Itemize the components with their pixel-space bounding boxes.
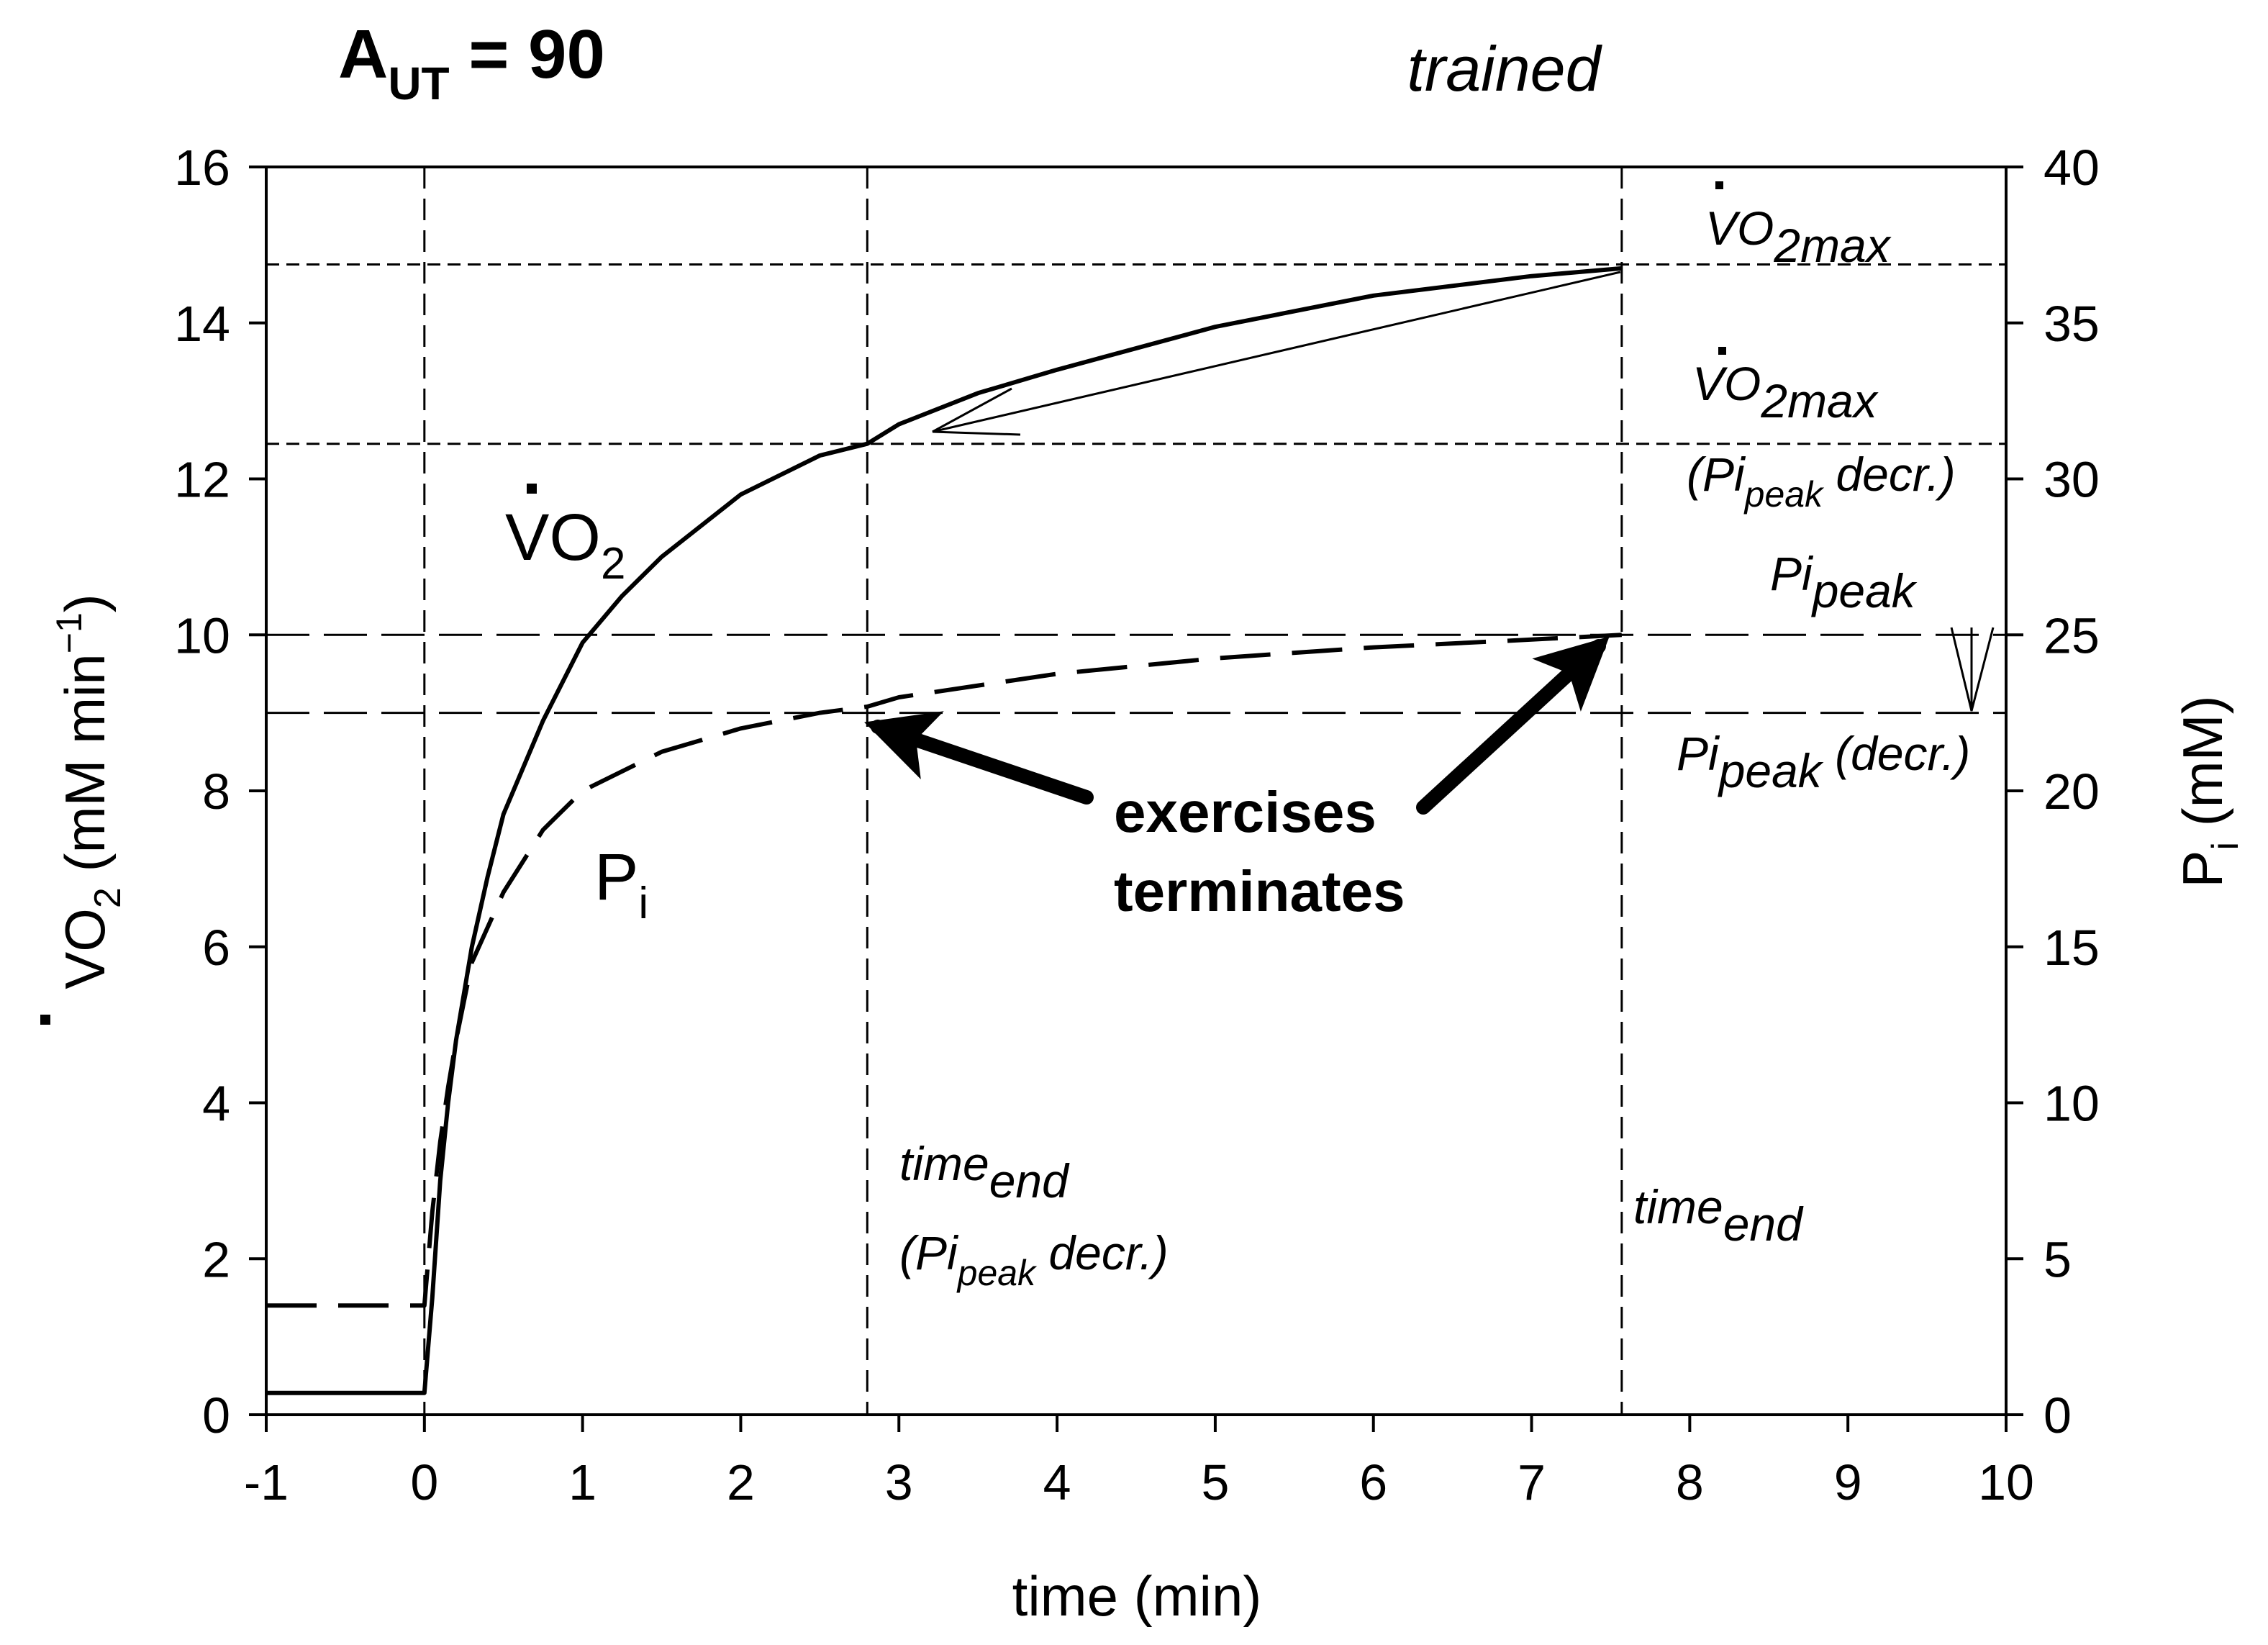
annotation-pi-peak-decr: Pipeak (decr.) <box>1677 727 1970 797</box>
y-axis-left-title-dot <box>40 1015 50 1025</box>
chart-subtitle: trained <box>1407 33 1602 104</box>
x-tick-label: 4 <box>1043 1454 1071 1510</box>
y-right-tick-label: 10 <box>2044 1076 2100 1132</box>
annotation-exercise-line2: terminates <box>1114 859 1405 923</box>
chart-title: AUT = 90 <box>338 16 605 109</box>
y-right-tick-label: 35 <box>2044 296 2100 352</box>
x-tick-label: 5 <box>1201 1454 1229 1510</box>
ticks-layer: -1 0 1 2 3 4 5 6 7 8 9 1002468101214160510152025303… <box>174 140 2100 1510</box>
y-left-tick-label: 8 <box>202 763 230 820</box>
y-left-tick-label: 2 <box>202 1231 230 1287</box>
annotation-vo2max-decr: VO2max <box>1692 357 1879 427</box>
x-axis-title: time (min) <box>1012 1564 1262 1628</box>
annotation-vo2max-decr-dot <box>1718 347 1726 355</box>
title-suffix: = 90 <box>450 16 605 93</box>
x-tick-label: 9 <box>1834 1454 1862 1510</box>
y-right-tick-label: 15 <box>2044 920 2100 976</box>
y-right-tick-label: 20 <box>2044 763 2100 820</box>
x-tick-label: 1 <box>568 1454 597 1510</box>
y-left-tick-label: 12 <box>174 452 230 508</box>
annotation-vo2max-dot <box>1715 181 1723 189</box>
y-right-tick-label: 40 <box>2044 140 2100 196</box>
annotation-time-end-decr-line2: (Pipeak decr.) <box>899 1226 1169 1293</box>
vo2-curve-label: VO2 <box>505 501 625 589</box>
y-right-tick-label: 30 <box>2044 452 2100 508</box>
vo2-curve-label-dot <box>527 484 537 494</box>
series-line-vo2 <box>266 266 1623 1395</box>
pi-curve-label: Pi <box>594 840 648 928</box>
vo2-decrease-arrow-head <box>932 387 1012 433</box>
series-layer <box>266 266 1623 1395</box>
title-subscript: UT <box>388 58 449 109</box>
y-left-tick-label: 14 <box>174 296 230 352</box>
y-axis-right-title: Pi (mM) <box>2171 695 2246 887</box>
title-main: A <box>338 16 388 93</box>
exercise-arrow-right <box>1416 636 1610 815</box>
annotation-time-end-decr: timeend <box>899 1137 1070 1207</box>
y-right-tick-label: 25 <box>2044 607 2100 663</box>
annotation-time-end: timeend <box>1633 1180 1804 1251</box>
y-left-tick-label: 10 <box>174 607 230 663</box>
y-left-tick-label: 0 <box>202 1387 230 1444</box>
annotation-pi-peak: Pipeak <box>1770 547 1918 617</box>
annotation-exercise-line1: exercises <box>1114 780 1376 844</box>
x-tick-label: 6 <box>1359 1454 1387 1510</box>
x-tick-label: 8 <box>1676 1454 1704 1510</box>
reference-lines-layer <box>266 167 2006 1415</box>
annotation-vo2max-decr-line2: (Pipeak decr.) <box>1687 448 1956 515</box>
y-left-tick-label: 4 <box>202 1076 230 1132</box>
y-axis-left-title: VO2 (mM min−1) <box>49 594 129 989</box>
y-left-tick-label: 16 <box>174 140 230 196</box>
x-tick-label: 7 <box>1518 1454 1546 1510</box>
series-line-pi <box>266 633 1622 1308</box>
annotation-vo2max: VO2max <box>1705 201 1892 272</box>
x-tick-label: 0 <box>410 1454 438 1510</box>
vo2-decrease-arrow <box>932 271 1621 436</box>
x-tick-label: 2 <box>727 1454 755 1510</box>
x-tick-label: 10 <box>1978 1454 2034 1510</box>
x-tick-label: 3 <box>885 1454 913 1510</box>
x-tick-label: -1 <box>244 1454 289 1510</box>
y-right-tick-label: 5 <box>2044 1231 2072 1287</box>
exercise-arrow-left <box>864 711 1094 805</box>
y-left-tick-label: 6 <box>202 920 230 976</box>
y-right-tick-label: 0 <box>2044 1387 2072 1444</box>
